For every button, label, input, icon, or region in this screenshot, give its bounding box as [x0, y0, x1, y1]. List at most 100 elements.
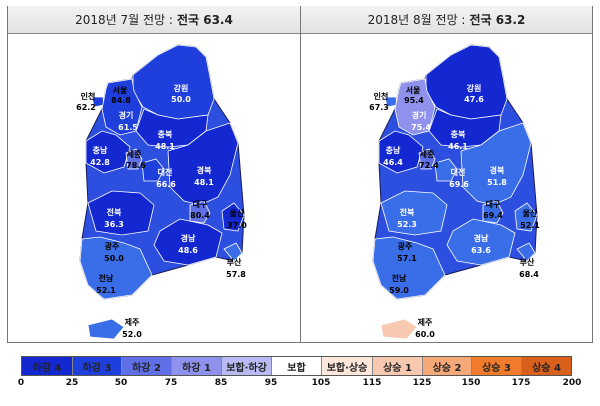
region-name-jeju: 제주	[418, 317, 433, 327]
legend-item: 하강 2	[122, 357, 172, 375]
region-value-jeju: 52.0	[122, 330, 142, 339]
region-jeonnam	[79, 236, 153, 300]
region-gyeongbuk	[460, 122, 532, 206]
region-sejong	[125, 148, 143, 170]
region-name-daegu: 대구	[193, 199, 208, 209]
region-name-gyeongbuk: 경북	[490, 165, 505, 175]
legend-item: 보합	[272, 357, 322, 375]
region-name-jeonnam: 전남	[392, 273, 407, 283]
region-name-incheon: 인천	[81, 91, 96, 101]
legend-item: 하강 4	[22, 357, 73, 375]
panel-title: 2018년 7월 전망 :	[75, 13, 173, 27]
legend-item: 상승 2	[423, 357, 472, 375]
panel-header-august: 2018년 8월 전망 : 전국 63.2	[301, 6, 592, 34]
legend-item: 하강 1	[172, 357, 222, 375]
region-name-gyeonggi: 경기	[412, 110, 427, 120]
legend-tick-label: 125	[412, 378, 432, 388]
region-name-seoul: 서울	[113, 85, 128, 95]
region-name-gwangju: 광주	[105, 241, 120, 251]
region-value-ulsan: 52.1	[520, 221, 540, 230]
panel-divider	[300, 6, 301, 343]
national-index: 전국 63.2	[469, 13, 526, 27]
region-value-gangwon: 50.0	[171, 95, 191, 104]
region-name-daejeon: 대전	[158, 167, 173, 177]
region-gangwon	[132, 44, 215, 120]
region-value-gyeongnam: 48.6	[178, 246, 198, 255]
region-name-jeju: 제주	[125, 317, 140, 327]
region-value-chungnam: 46.4	[383, 158, 403, 167]
region-daegu	[189, 200, 211, 224]
panel-title: 2018년 8월 전망 :	[367, 13, 466, 27]
legend-tick-label: 175	[511, 378, 531, 388]
region-gyeongnam	[446, 218, 516, 266]
region-name-ulsan: 울산	[523, 208, 538, 218]
region-name-busan: 부산	[227, 257, 242, 267]
color-legend: 하강 4 하강 3 하강 2 하강 1 보합·하강 보합 보합·상승 상승 1 상승 2 상승 3…	[21, 356, 572, 376]
region-chungbuk	[428, 108, 502, 148]
region-value-gwangju: 57.1	[397, 254, 417, 263]
region-value-jeonbuk: 52.3	[397, 220, 417, 229]
region-name-gangwon: 강원	[467, 83, 482, 93]
region-jeonnam	[372, 236, 446, 300]
legend-tick-label: 50	[114, 378, 128, 388]
panel-header-july: 2018년 7월 전망 : 전국 63.4	[8, 6, 300, 34]
region-value-chungbuk: 48.1	[155, 142, 175, 151]
region-value-gwangju: 50.0	[104, 254, 124, 263]
region-value-daegu: 69.4	[483, 211, 503, 220]
region-name-jeonbuk: 전북	[400, 207, 415, 217]
legend-tick-label: 85	[214, 378, 228, 388]
region-jeonbuk	[380, 190, 448, 236]
region-name-daegu: 대구	[486, 199, 501, 209]
region-sejong	[418, 148, 436, 170]
region-name-gyeonggi: 경기	[119, 110, 134, 120]
legend-item: 상승 4	[522, 357, 571, 375]
region-value-gyeonggi: 61.5	[118, 123, 138, 132]
region-value-gyeongbuk: 51.8	[487, 178, 507, 187]
legend-item: 하강 3	[73, 357, 122, 375]
region-name-jeonbuk: 전북	[107, 207, 122, 217]
region-name-chungbuk: 충북	[158, 129, 173, 139]
region-name-chungnam: 충남	[93, 145, 108, 155]
legend-tick-label: 0	[17, 378, 25, 388]
legend-tick-label: 25	[65, 378, 79, 388]
region-name-jeonnam: 전남	[99, 273, 114, 283]
region-busan	[516, 242, 536, 262]
region-value-busan: 68.4	[519, 270, 539, 279]
region-name-incheon: 인천	[374, 91, 389, 101]
legend-item: 상승 1	[373, 357, 423, 375]
region-value-chungnam: 42.8	[90, 158, 110, 167]
region-value-sejong: 72.4	[419, 161, 439, 170]
region-name-gyeongnam: 경남	[181, 233, 196, 243]
region-value-daegu: 80.4	[190, 211, 210, 220]
region-name-gyeongbuk: 경북	[197, 165, 212, 175]
region-name-seoul: 서울	[406, 85, 421, 95]
region-value-gyeongnam: 63.6	[471, 246, 491, 255]
region-value-gyeongbuk: 48.1	[194, 178, 214, 187]
region-daejeon	[434, 158, 458, 182]
region-gyeonggi	[101, 78, 143, 136]
region-name-sejong: 세종	[127, 149, 142, 159]
region-value-chungbuk: 46.1	[448, 142, 468, 151]
region-value-daejeon: 66.6	[156, 180, 176, 189]
legend-tick-label: 105	[311, 378, 331, 388]
region-name-gwangju: 광주	[398, 241, 413, 251]
region-value-jeonbuk: 36.3	[104, 220, 124, 229]
legend-tick-label: 150	[461, 378, 481, 388]
region-value-jeonnam: 52.1	[96, 286, 116, 295]
legend-item: 보합·하강	[222, 357, 272, 375]
region-chungbuk	[135, 108, 209, 148]
legend-tick-label: 75	[164, 378, 178, 388]
legend-item: 보합·상승	[322, 357, 373, 375]
region-gyeongnam	[153, 218, 223, 266]
region-value-incheon: 62.2	[76, 103, 96, 112]
region-value-gyeonggi: 75.4	[411, 123, 431, 132]
region-jeju	[87, 318, 125, 340]
region-value-sejong: 78.6	[126, 161, 146, 170]
region-value-jeju: 60.0	[415, 330, 435, 339]
region-value-seoul: 95.4	[404, 96, 424, 105]
region-value-gangwon: 47.6	[464, 95, 484, 104]
region-daegu	[482, 200, 504, 224]
legend-tick-label: 95	[264, 378, 278, 388]
region-name-chungbuk: 충북	[451, 129, 466, 139]
